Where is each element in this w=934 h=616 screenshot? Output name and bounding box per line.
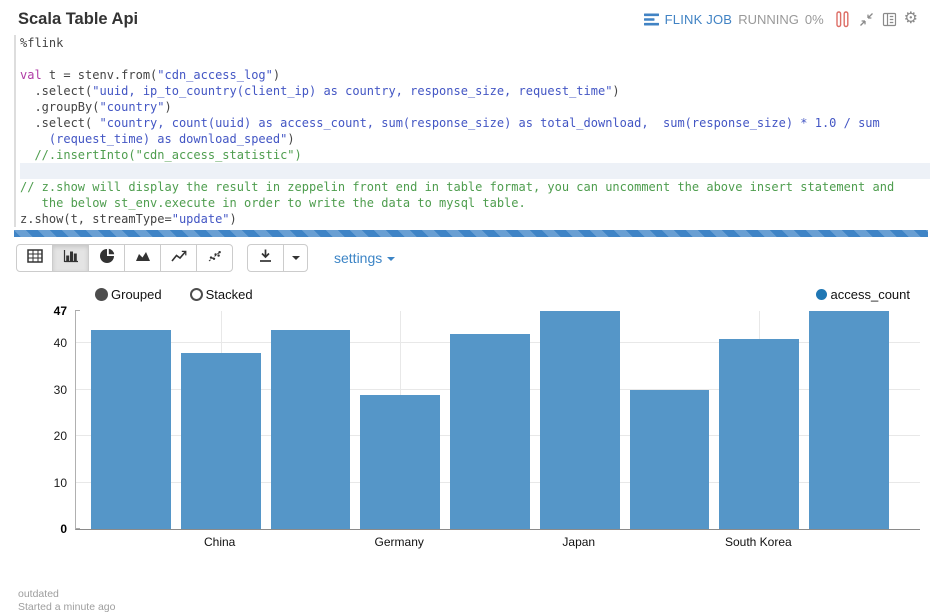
- code-line: (request_time) as download_speed"): [20, 132, 295, 146]
- view-line-chart-button[interactable]: [160, 244, 197, 272]
- job-state-label: RUNNING: [738, 11, 799, 27]
- chart-bar[interactable]: [539, 311, 620, 529]
- code-line: [20, 51, 930, 67]
- view-scatter-chart-button[interactable]: [196, 244, 233, 272]
- code-editor[interactable]: %flink val t = stenv.from("cdn_access_lo…: [14, 35, 930, 227]
- y-axis: 0 10 20 30 40 47: [5, 304, 80, 536]
- code-line: // z.show will display the result in zep…: [20, 180, 895, 194]
- y-tick-label: 40: [53, 336, 67, 351]
- x-tick-label: China: [203, 535, 236, 549]
- chevron-down-icon: [291, 256, 300, 260]
- chart-type-group: [16, 244, 233, 272]
- code-line: .select( "country, count(uuid) as access…: [20, 116, 880, 130]
- view-area-chart-button[interactable]: [124, 244, 161, 272]
- gear-icon[interactable]: ⚙: [903, 10, 918, 27]
- chart-bar[interactable]: [360, 394, 441, 529]
- chart-bar[interactable]: [91, 329, 171, 529]
- radio-label: Grouped: [111, 287, 162, 302]
- chart-bar[interactable]: [180, 352, 261, 529]
- legend-label: access_count: [830, 287, 911, 302]
- x-tick-label: South Korea: [724, 535, 792, 549]
- y-tick-label: 30: [53, 382, 67, 397]
- download-button[interactable]: [247, 244, 284, 272]
- y-tick-label: 0: [60, 522, 67, 536]
- paragraph-title: Scala Table Api: [18, 9, 139, 28]
- chart-bar[interactable]: [809, 311, 889, 529]
- view-bar-chart-button[interactable]: [52, 244, 89, 272]
- paragraph-footer: outdated Started a minute ago: [18, 588, 115, 614]
- code-line: .groupBy("country"): [20, 100, 172, 114]
- output-book-icon[interactable]: [882, 12, 897, 27]
- code-line: val t = stenv.from("cdn_access_log"): [20, 68, 281, 82]
- line-chart-icon: [170, 249, 187, 268]
- y-tick-label: 20: [53, 429, 67, 444]
- x-tick-label: Germany: [374, 535, 424, 549]
- compress-icon[interactable]: [859, 12, 874, 27]
- code-line: //.insertInto("cdn_access_statistic"): [20, 148, 302, 162]
- job-status: FLINK JOB RUNNING 0% ⚙: [638, 11, 918, 28]
- code-line: .select("uuid, ip_to_country(client_ip) …: [20, 84, 620, 98]
- pause-icon[interactable]: [835, 10, 849, 28]
- grouping-controls: Grouped Stacked: [95, 287, 281, 302]
- download-group: [247, 244, 308, 272]
- scatter-chart-icon: [207, 249, 223, 268]
- flink-job-link[interactable]: FLINK JOB: [664, 11, 733, 27]
- radio-icon: [95, 288, 108, 301]
- flink-tasks-icon: [643, 13, 659, 26]
- chart-legend[interactable]: access_count: [815, 287, 911, 302]
- chart-bar[interactable]: [629, 389, 710, 529]
- radio-icon: [189, 288, 203, 301]
- legend-dot: [815, 289, 827, 300]
- x-axis-labels: China Germany Japan South Korea: [75, 535, 920, 553]
- y-tick-label: 47: [53, 304, 67, 318]
- chart-bar[interactable]: [270, 329, 351, 529]
- plot-area: [75, 311, 920, 530]
- stacked-radio[interactable]: Stacked: [189, 287, 253, 302]
- y-tick-label: 10: [53, 475, 67, 490]
- settings-label: settings: [334, 250, 383, 266]
- view-table-button[interactable]: [16, 244, 53, 272]
- y-tick: [75, 528, 80, 529]
- code-line: z.show(t, streamType="update"): [20, 212, 237, 226]
- download-icon: [258, 248, 273, 268]
- settings-dropdown[interactable]: settings: [334, 250, 396, 266]
- job-progress-bar: [14, 230, 928, 237]
- code-line: %flink: [20, 36, 64, 50]
- chart-bar[interactable]: [450, 334, 530, 529]
- x-tick-label: Japan: [562, 535, 596, 549]
- radio-label: Stacked: [205, 287, 253, 302]
- result-toolbar: settings: [16, 243, 934, 273]
- paragraph-header: Scala Table Api FLINK JOB RUNNING 0% ⚙: [0, 0, 934, 33]
- code-line: [20, 163, 930, 179]
- started-label: Started a minute ago: [18, 601, 116, 613]
- pie-chart-icon: [99, 248, 115, 269]
- bar-chart-icon: [63, 249, 79, 268]
- view-pie-chart-button[interactable]: [88, 244, 125, 272]
- area-chart-icon: [135, 249, 151, 268]
- download-options-button[interactable]: [283, 244, 308, 272]
- grouped-radio[interactable]: Grouped: [95, 287, 162, 302]
- code-line: the below st_env.execute in order to wri…: [20, 196, 526, 210]
- bar-chart: Grouped Stacked access_count 0 10 20 30 40 47 …: [0, 285, 934, 553]
- table-icon: [26, 248, 43, 268]
- chevron-down-icon: [387, 257, 396, 261]
- y-tick: [75, 310, 80, 311]
- outdated-label: outdated: [18, 588, 59, 600]
- job-progress: 0%: [804, 11, 824, 27]
- chart-bar[interactable]: [719, 338, 800, 529]
